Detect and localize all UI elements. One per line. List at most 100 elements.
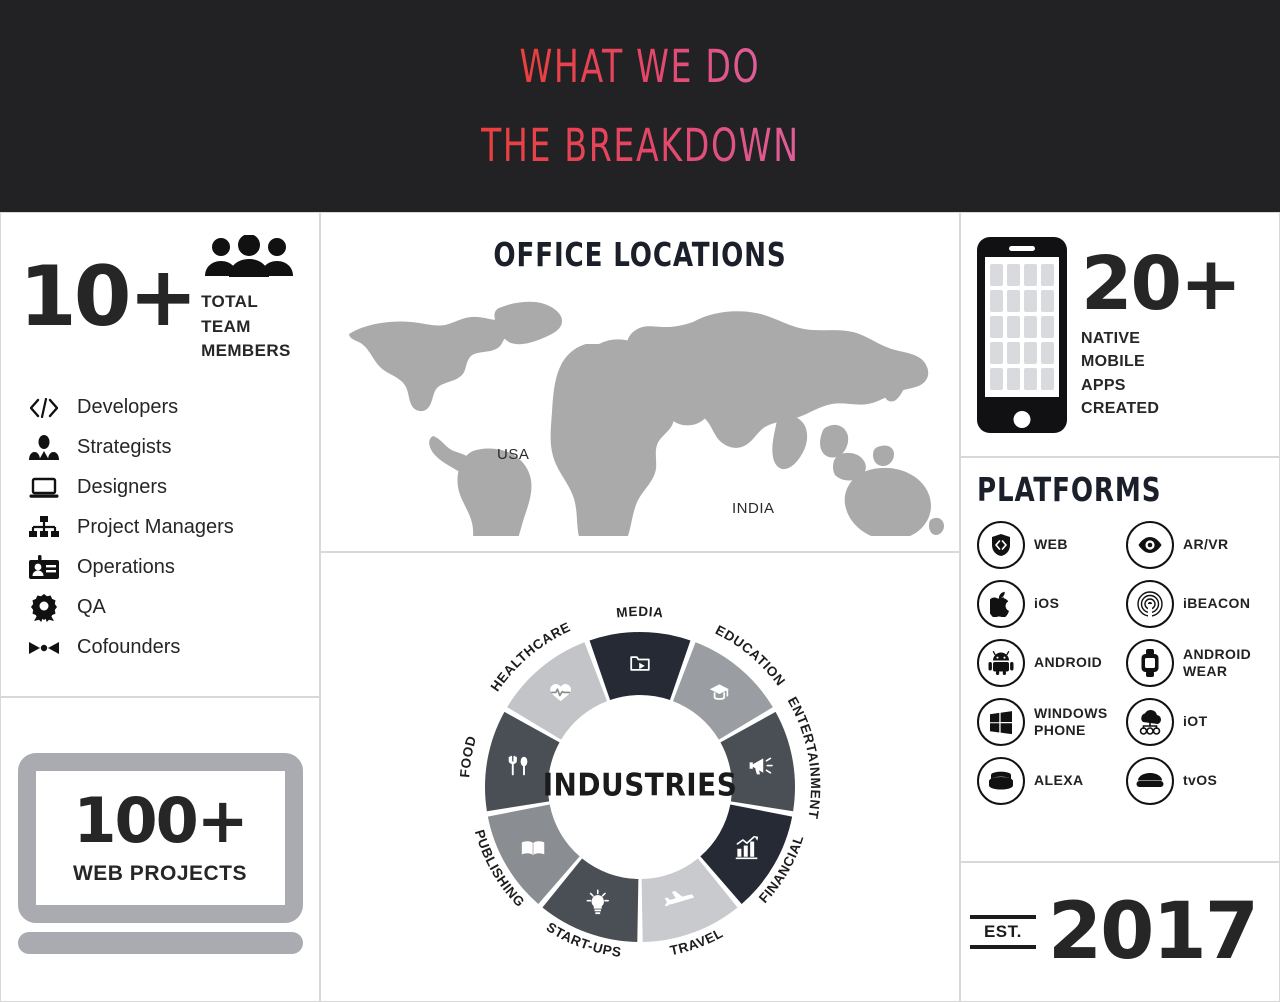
role-item-operations: Operations: [19, 554, 305, 582]
team-label-line2: TEAM: [201, 316, 251, 336]
windows-logo-icon: [977, 698, 1025, 746]
platforms-title: PLATFORMS: [977, 470, 1162, 509]
platform-item-windows-phone[interactable]: WINDOWS PHONE: [977, 698, 1120, 746]
platform-item-ibeacon[interactable]: iBEACON: [1126, 580, 1269, 628]
app-icon-dot: [1024, 289, 1037, 312]
platform-label: AR/VR: [1183, 536, 1229, 553]
role-label: Operations: [77, 556, 175, 579]
app-icon-dot: [1041, 367, 1054, 390]
role-item-qa: QA: [19, 593, 305, 622]
platform-label: iBEACON: [1183, 595, 1251, 612]
lightbulb-icon: [586, 889, 609, 915]
role-item-cofounders: Cofounders: [19, 634, 305, 662]
web-projects-panel: 100+ WEB PROJECTS: [0, 697, 320, 1002]
platform-label: WINDOWS PHONE: [1034, 704, 1108, 739]
platform-item-web[interactable]: WEB: [977, 521, 1120, 569]
mobile-apps-text: 20+ NATIVE MOBILE APPS CREATED: [1081, 240, 1242, 420]
code-brackets-icon: [29, 394, 59, 422]
platform-item-ios[interactable]: iOS: [977, 580, 1120, 628]
graduation-cap-icon: [709, 684, 729, 700]
platform-label: ANDROID: [1034, 654, 1103, 671]
org-chart-icon: [29, 514, 59, 542]
app-icon-dot: [1007, 341, 1020, 364]
cloud-network-icon: [1126, 698, 1174, 746]
platform-item-tvos[interactable]: tvOS: [1126, 757, 1269, 805]
phone-home-button: [1013, 410, 1031, 428]
left-column: 10+ TOTAL TEAM MEMBERS: [0, 212, 320, 1002]
donut-label: FOOD: [457, 734, 479, 778]
map-marker-india: INDIA: [732, 500, 775, 517]
world-map-svg: [349, 301, 944, 577]
apple-icon: [977, 580, 1025, 628]
smartphone-icon: [977, 236, 1067, 433]
app-icon-dot: [990, 367, 1003, 390]
est-badge: EST.: [969, 915, 1036, 949]
platform-item-android-wear[interactable]: ANDROID WEAR: [1126, 639, 1269, 687]
smartwatch-icon: [1126, 639, 1174, 687]
team-panel: 10+ TOTAL TEAM MEMBERS: [0, 212, 320, 697]
industries-panel: MEDIA EDUCATION ENTERTAINMENT FINANCIAL TRAV…: [320, 552, 960, 1002]
role-label: Designers: [77, 476, 168, 499]
app-icon-dot: [1041, 263, 1054, 286]
app-icon-dot: [1024, 315, 1037, 338]
app-icon-dot: [1041, 341, 1054, 364]
laptop-base: [17, 932, 303, 954]
apple-tv-icon: [1126, 757, 1174, 805]
phone-speaker: [1009, 245, 1035, 251]
app-icon-dot: [1041, 315, 1054, 338]
app-icon-dot: [990, 315, 1003, 338]
est-prefix: EST.: [983, 922, 1022, 941]
world-map: USA INDIA: [321, 286, 959, 577]
team-label-line1: TOTAL: [201, 292, 259, 311]
phone-app-grid: [985, 256, 1059, 397]
infographic-board: 10+ TOTAL TEAM MEMBERS: [0, 212, 1280, 1002]
donut-slice-travel[interactable]: [641, 858, 738, 942]
bowtie-icon: [29, 634, 59, 662]
platform-label: iOT: [1183, 713, 1208, 730]
eye-icon: [1126, 521, 1174, 569]
platforms-panel: PLATFORMS WEB: [960, 457, 1280, 862]
platform-label: ALEXA: [1034, 772, 1084, 789]
role-label: Cofounders: [77, 636, 181, 659]
middle-column: OFFICE LOCATIONS: [320, 212, 960, 1002]
media-folder-play-icon: [630, 656, 650, 671]
mobile-apps-count: 20+: [1081, 240, 1242, 327]
platform-item-android[interactable]: ANDROID: [977, 639, 1120, 687]
platform-item-iot[interactable]: iOT: [1126, 698, 1269, 746]
right-column: 20+ NATIVE MOBILE APPS CREATED PLATFORMS: [960, 212, 1280, 1002]
role-label: QA: [77, 596, 106, 619]
beacon-signal-icon: [1126, 580, 1174, 628]
role-item-strategists: Strategists: [19, 434, 305, 462]
established-year: 2017: [1047, 887, 1259, 977]
app-icon-dot: [1024, 367, 1037, 390]
app-icon-dot: [1007, 263, 1020, 286]
role-item-developers: Developers: [19, 394, 305, 422]
megaphone-icon: [749, 757, 773, 775]
fork-spoon-icon: [508, 755, 528, 776]
mobile-apps-label-line1: NATIVE: [1081, 330, 1141, 348]
app-icon-dot: [1024, 341, 1037, 364]
platform-item-ar-vr[interactable]: AR/VR: [1126, 521, 1269, 569]
role-label: Strategists: [77, 436, 172, 459]
donut-label: MEDIA: [616, 604, 665, 621]
award-ribbon-icon: [29, 593, 59, 622]
industries-donut-chart: MEDIAEDUCATIONENTERTAINMENTFINANCIALTRAV…: [457, 604, 822, 960]
platform-label: WEB: [1034, 536, 1068, 553]
web-projects-count: 100+: [73, 784, 248, 857]
platform-item-alexa[interactable]: ALEXA: [977, 757, 1120, 805]
roles-list: Developers Strategists: [19, 394, 305, 662]
app-icon-dot: [990, 263, 1003, 286]
app-icon-dot: [990, 289, 1003, 312]
android-robot-icon: [977, 639, 1025, 687]
donut-icon-group: [508, 656, 773, 915]
platforms-grid: WEB AR/VR: [977, 521, 1269, 805]
platform-label: iOS: [1034, 595, 1060, 612]
id-badge-icon: [29, 554, 59, 582]
role-item-project-managers: Project Managers: [19, 514, 305, 542]
team-label-line3: MEMBERS: [201, 341, 291, 361]
role-item-designers: Designers: [19, 474, 305, 502]
mobile-apps-panel: 20+ NATIVE MOBILE APPS CREATED: [960, 212, 1280, 457]
est-rule-bottom: [969, 945, 1036, 949]
app-icon-dot: [1007, 367, 1020, 390]
team-count: 10+: [19, 248, 198, 345]
